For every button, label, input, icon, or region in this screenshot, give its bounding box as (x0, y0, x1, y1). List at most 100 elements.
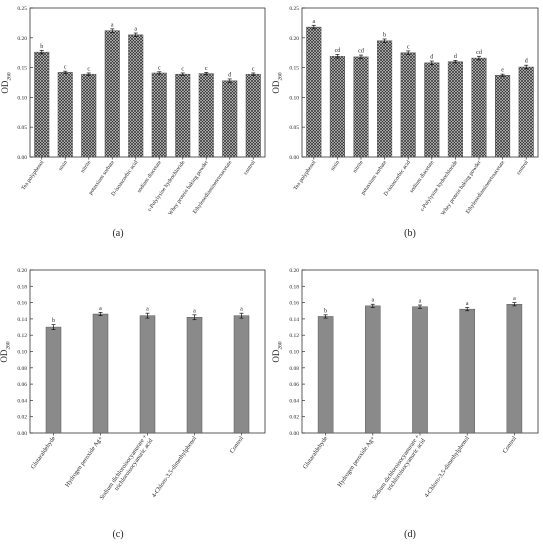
significance-letter: c (407, 44, 410, 50)
y-tick-label: 0.14 (17, 317, 27, 323)
x-tick-label: D-isoascorbic acid (111, 160, 140, 198)
panel-label: (d) (404, 529, 416, 540)
x-tick-label: control (243, 159, 257, 176)
bar (198, 73, 214, 158)
bar (104, 30, 120, 158)
bar (353, 56, 369, 158)
y-axis-label-sub: 260 (7, 72, 13, 81)
bar (518, 66, 534, 158)
x-tick-label: nitrite (352, 159, 365, 174)
x-tick-label: Glutaraldehyde (302, 435, 330, 470)
y-tick-label: 0.20 (17, 36, 27, 42)
significance-letter: a (111, 22, 114, 28)
bar (329, 56, 345, 158)
y-tick-label: 0.02 (17, 415, 27, 421)
bar (506, 304, 523, 434)
significance-letter: c (64, 65, 67, 71)
significance-letter: a (466, 301, 469, 307)
y-tick-label: 0.10 (17, 350, 27, 356)
bar (306, 26, 322, 158)
bar (400, 52, 416, 158)
bar (495, 75, 511, 158)
significance-letter: c (87, 66, 90, 72)
bar (245, 73, 261, 158)
bar (151, 72, 167, 158)
bar (92, 313, 109, 434)
y-tick-label: 0.14 (289, 317, 299, 323)
y-axis-label: OD260 (271, 341, 284, 363)
y-tick-label: 0.00 (289, 155, 299, 161)
significance-letter: d (525, 59, 528, 65)
bar (139, 315, 156, 434)
significance-letter: d (228, 72, 231, 78)
y-tick-label: 0.05 (17, 125, 27, 131)
y-tick-label: 0.08 (17, 366, 27, 372)
x-tick-label: Whey protein baking powder (167, 160, 210, 217)
significance-letter: e (501, 68, 504, 74)
panel-label: (c) (112, 529, 123, 540)
x-tick-label: nitrite (80, 159, 93, 174)
bar (34, 51, 50, 158)
significance-letter: a (99, 306, 102, 312)
bar (57, 72, 73, 158)
y-tick-label: 0.20 (17, 268, 27, 274)
x-tick-label: Sodium dichloroisocyanurate +trichlorois… (371, 433, 428, 505)
x-tick-label: Tea polyphenol (21, 159, 46, 191)
panel-a: 0.00 0.05 0.10 0.15 0.20 0.25 OD260 b Tea polyph… (0, 6, 266, 239)
x-tick-label: Control (229, 435, 246, 455)
bar (365, 305, 381, 434)
bar (377, 40, 393, 158)
bar (222, 80, 238, 158)
x-tick-label: D-isoascorbic acid (383, 160, 412, 198)
significance-letter: c (205, 66, 208, 72)
y-tick-label: 0.25 (17, 6, 27, 12)
x-tick-label: Glutaraldehyde (30, 435, 58, 470)
bar (412, 306, 428, 434)
x-tick-label: Hydrogen peroxide Ag+ (336, 435, 377, 489)
x-tick-label: nisin (58, 160, 69, 173)
significance-letter: b (383, 32, 386, 38)
y-tick-label: 0.18 (289, 284, 299, 290)
significance-letter: cd (358, 49, 364, 55)
x-tick-label-line: Sodium dichloroisocyanurate + (371, 433, 422, 501)
panel-label: (a) (112, 228, 123, 239)
y-axis-label-sub: 260 (278, 72, 284, 81)
panel-label: (b) (404, 228, 416, 239)
bar (81, 73, 97, 158)
y-tick-label: 0.08 (289, 366, 299, 372)
y-tick-label: 0.20 (289, 36, 299, 42)
y-tick-label: 0.00 (289, 431, 299, 437)
y-axis-label-main: OD (271, 349, 281, 362)
significance-letter: a (193, 308, 196, 314)
bar (459, 308, 475, 434)
bar (424, 62, 440, 158)
significance-letter: c (158, 65, 161, 71)
plot-frame (29, 7, 266, 158)
panel-d: 0.00 0.02 0.04 0.06 0.08 0.10 0.12 0.14 0.16 0.18… (271, 268, 539, 540)
bar (128, 34, 144, 158)
x-tick-label: Control (501, 435, 518, 455)
bar (447, 61, 463, 158)
significance-letter: cd (335, 48, 341, 54)
y-tick-label: 0.18 (17, 284, 27, 290)
significance-letter: b (40, 44, 43, 50)
significance-letter: a (513, 296, 516, 302)
bar (471, 57, 487, 158)
x-tick-label: nisin (330, 160, 341, 173)
y-axis-label-main: OD (0, 349, 9, 362)
y-tick-label: 0.15 (17, 66, 27, 72)
bar (45, 326, 62, 434)
y-tick-label: 0.20 (289, 268, 299, 274)
y-tick-label: 0.00 (17, 155, 27, 161)
y-tick-label: 0.02 (289, 415, 299, 421)
y-tick-label: 0.15 (289, 66, 299, 72)
y-axis-label: OD260 (0, 72, 13, 94)
y-tick-label: 0.10 (289, 350, 299, 356)
significance-letter: a (134, 27, 137, 33)
y-axis-label: OD260 (271, 72, 284, 94)
significance-letter: c (252, 66, 255, 72)
significance-letter: a (371, 298, 374, 304)
y-tick-label: 0.25 (289, 6, 299, 12)
y-tick-label: 0.10 (17, 95, 27, 101)
